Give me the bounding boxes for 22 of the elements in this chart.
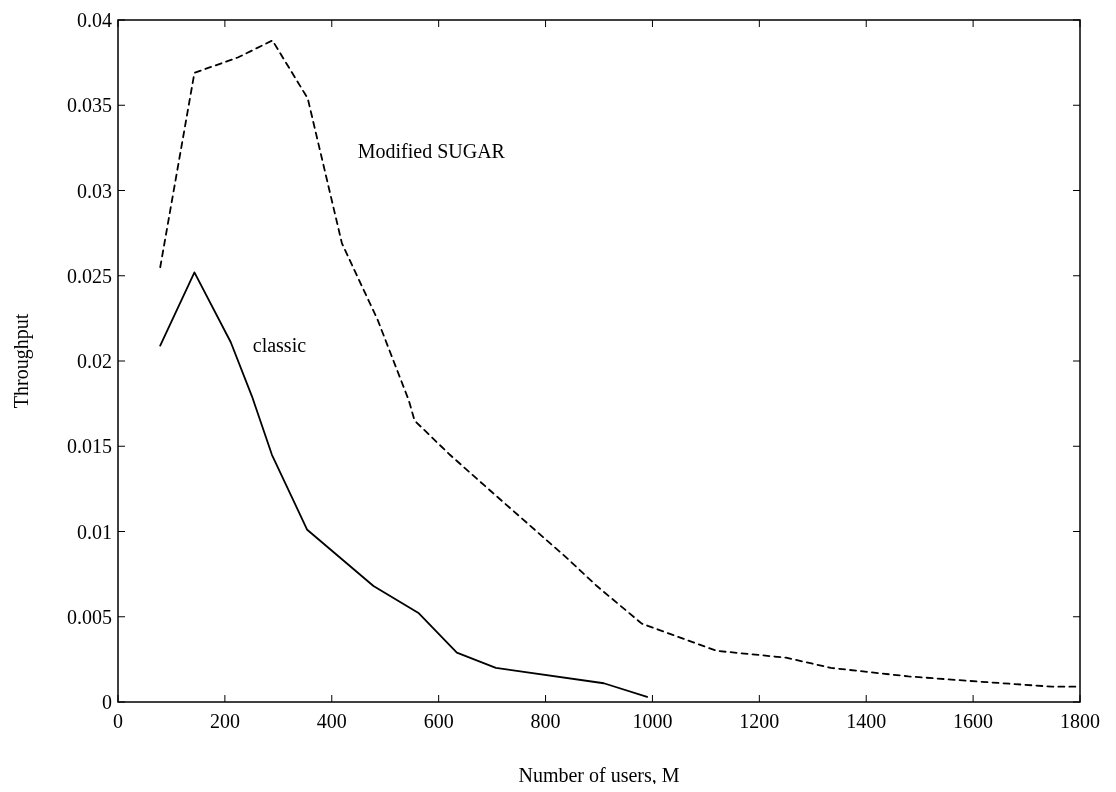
y-tick-label: 0	[102, 691, 112, 713]
y-tick-label: 0.005	[67, 605, 112, 628]
x-tick-label: 800	[530, 710, 561, 732]
x-tick-label: 1000	[632, 710, 673, 732]
y-tick-label: 0.015	[67, 435, 112, 458]
x-tick-label: 1400	[846, 710, 887, 732]
y-tick-label: 0.03	[77, 179, 112, 202]
x-tick-label: 1800	[1060, 710, 1100, 732]
line-series	[159, 271, 648, 698]
series-label: Modified SUGAR	[357, 140, 506, 163]
x-tick-label: 400	[316, 710, 347, 732]
y-tick-label: 0.035	[67, 94, 112, 117]
y-tick-label: 0.02	[77, 350, 112, 372]
x-tick-label: 1200	[739, 710, 780, 732]
series-label: classic	[252, 334, 307, 357]
y-tick-label: 0.025	[67, 264, 112, 287]
y-axis-title: Throughput	[10, 313, 33, 409]
y-tick-label: 0.01	[77, 520, 112, 543]
x-tick-label: 200	[209, 710, 240, 732]
x-tick-label: 600	[423, 710, 454, 732]
x-tick-label: 1600	[953, 710, 994, 732]
y-tick-label: 0.04	[77, 9, 112, 31]
